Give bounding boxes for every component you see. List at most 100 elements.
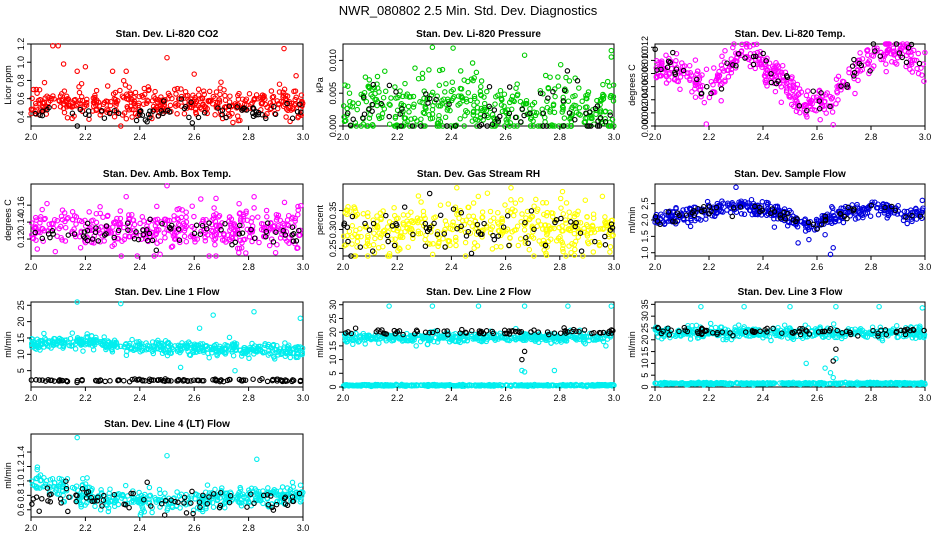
data-point bbox=[522, 349, 526, 353]
data-point bbox=[572, 253, 576, 257]
data-point bbox=[475, 100, 479, 104]
data-point bbox=[122, 379, 126, 383]
data-point bbox=[552, 368, 556, 372]
data-point bbox=[256, 215, 260, 219]
data-point bbox=[414, 344, 418, 348]
data-point bbox=[823, 233, 827, 237]
data-point bbox=[454, 243, 458, 247]
data-point bbox=[559, 206, 563, 210]
data-point bbox=[70, 210, 74, 214]
panel-title: Stan. Dev. Li-820 Pressure bbox=[416, 29, 541, 40]
data-point bbox=[62, 89, 66, 93]
data-point bbox=[367, 228, 371, 232]
data-point bbox=[247, 92, 251, 96]
data-point bbox=[719, 99, 723, 103]
data-point bbox=[487, 85, 491, 89]
panel-title: Stan. Dev. Amb. Box Temp. bbox=[103, 169, 231, 180]
data-point bbox=[142, 86, 146, 90]
data-point bbox=[532, 204, 536, 208]
data-point bbox=[403, 205, 407, 209]
data-point bbox=[488, 209, 492, 213]
data-point bbox=[493, 102, 497, 106]
data-point bbox=[509, 198, 513, 202]
data-point bbox=[124, 195, 128, 199]
panel-title: Stan. Dev. Line 3 Flow bbox=[738, 287, 843, 298]
data-point bbox=[351, 117, 355, 121]
data-point bbox=[282, 200, 286, 204]
data-point bbox=[678, 75, 682, 79]
data-point bbox=[273, 251, 277, 255]
data-point bbox=[184, 240, 188, 244]
data-point bbox=[218, 86, 222, 90]
data-point bbox=[175, 112, 179, 116]
data-point bbox=[416, 194, 420, 198]
data-point bbox=[103, 379, 107, 383]
x-tick-label: 2.6 bbox=[499, 262, 512, 272]
data-point bbox=[65, 116, 69, 120]
x-tick-label: 2.8 bbox=[242, 393, 255, 403]
data-point bbox=[362, 112, 366, 116]
data-point bbox=[227, 335, 231, 339]
data-point bbox=[580, 99, 584, 103]
data-point bbox=[561, 212, 565, 216]
data-point bbox=[678, 87, 682, 91]
data-point bbox=[282, 46, 286, 50]
plot-frame bbox=[343, 302, 614, 387]
data-point bbox=[406, 104, 410, 108]
data-point bbox=[233, 369, 237, 373]
data-point bbox=[423, 244, 427, 248]
data-point bbox=[469, 251, 473, 255]
data-point bbox=[140, 215, 144, 219]
x-tick-label: 3.0 bbox=[297, 262, 310, 272]
x-tick-label: 2.8 bbox=[554, 393, 567, 403]
y-tick-label: 20 bbox=[328, 327, 338, 337]
x-tick-label: 2.2 bbox=[391, 393, 404, 403]
data-point bbox=[264, 208, 268, 212]
x-tick-label: 3.0 bbox=[608, 262, 621, 272]
data-point bbox=[548, 75, 552, 79]
data-point bbox=[811, 89, 815, 93]
y-tick-label: 1.2 bbox=[16, 38, 26, 51]
x-tick-label: 2.4 bbox=[134, 393, 147, 403]
data-point bbox=[231, 120, 235, 124]
x-tick-label: 2.0 bbox=[649, 132, 662, 142]
data-point bbox=[693, 95, 697, 99]
data-point bbox=[566, 304, 570, 308]
data-point bbox=[118, 209, 122, 213]
data-point bbox=[565, 69, 569, 73]
data-point bbox=[772, 225, 776, 229]
data-point bbox=[609, 55, 613, 59]
data-point bbox=[257, 240, 261, 244]
data-point bbox=[853, 91, 857, 95]
data-point bbox=[364, 99, 368, 103]
y-axis-label: Licor ppm bbox=[3, 65, 13, 105]
data-point bbox=[299, 204, 303, 208]
data-point bbox=[52, 104, 56, 108]
data-point bbox=[74, 222, 78, 226]
data-point bbox=[830, 110, 834, 114]
y-tick-label: 2.5 bbox=[640, 197, 650, 210]
data-point bbox=[342, 104, 346, 108]
data-point bbox=[502, 92, 506, 96]
x-tick-label: 2.4 bbox=[757, 262, 770, 272]
data-point bbox=[440, 67, 444, 71]
data-point bbox=[603, 215, 607, 219]
data-point bbox=[75, 69, 79, 73]
data-point bbox=[168, 103, 172, 107]
y-tick-label: 0.8 bbox=[16, 74, 26, 87]
x-tick-label: 2.8 bbox=[242, 262, 255, 272]
x-tick-label: 2.0 bbox=[25, 393, 38, 403]
y-axis-label: ml/min bbox=[627, 207, 637, 234]
data-point bbox=[428, 191, 432, 195]
data-point bbox=[455, 186, 459, 190]
data-point bbox=[773, 89, 777, 93]
data-point bbox=[577, 86, 581, 90]
data-point bbox=[528, 107, 532, 111]
y-axis-label: ml/min bbox=[315, 331, 325, 358]
x-tick-label: 3.0 bbox=[297, 393, 310, 403]
data-point bbox=[350, 224, 354, 228]
data-point bbox=[211, 313, 215, 317]
